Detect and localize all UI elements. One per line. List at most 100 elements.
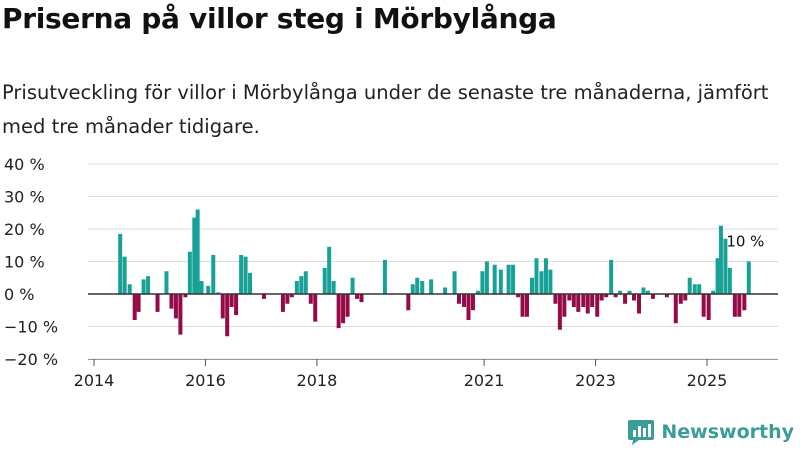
bar-positive [498,269,503,295]
bar-positive [692,284,697,294]
brand-logo: Newsworthy [627,418,794,446]
chart-subtitle: Prisutveckling för villor i Mörbylånga u… [2,81,769,138]
bar-negative [664,294,669,298]
bar-negative [470,294,475,311]
bar-positive [627,290,632,294]
x-tick-label: 2016 [185,371,226,390]
bar-positive [641,287,646,294]
y-tick-label: −20 % [4,350,58,369]
bar-negative [590,294,595,307]
bar-negative [604,294,609,298]
bar-negative [673,294,678,324]
bar-positive [192,217,197,295]
bar-negative [229,294,234,307]
bar-positive [539,271,544,294]
bar-positive [187,251,192,294]
bar-positive [248,272,253,295]
bar-positive [618,290,623,294]
bar-positive [294,281,299,294]
bar-positive [239,255,244,294]
bar-negative [520,294,525,317]
bar-positive [127,284,132,294]
y-tick-label: −10 % [4,318,58,337]
bar-negative [706,294,711,320]
bar-positive [718,225,723,294]
bar-negative [571,294,576,307]
bar-negative [183,294,188,298]
bar-positive [711,290,716,294]
latest-value-label: 10 % [726,233,764,251]
bar-negative [742,294,747,311]
bar-negative [585,294,590,314]
bar-positive [303,271,308,294]
bar-positive [410,284,415,294]
bar-positive [530,277,535,294]
bar-positive [243,256,248,295]
bar-negative [623,294,628,304]
bar-positive [697,284,702,294]
bar-positive [122,256,127,295]
y-tick-label: 20 % [4,220,45,239]
bar-negative [355,294,360,299]
bar-positive [475,290,480,294]
bar-negative [462,294,467,307]
bar-positive [609,259,614,295]
bar-positive [452,271,457,294]
bar-negative [737,294,742,317]
bar-negative [313,294,318,322]
bar-negative [732,294,737,317]
bar-positive [543,258,548,294]
bar-negative [557,294,562,330]
bar-negative [701,294,706,317]
bar-positive [141,279,146,295]
x-tick-label: 2023 [575,371,616,390]
bar-positive [415,277,420,294]
bar-positive [199,281,204,294]
bar-positive [746,261,751,294]
x-tick-label: 2025 [687,371,728,390]
bar-negative [516,294,521,298]
bar-positive [443,287,448,294]
bar-positive [548,269,553,295]
bar-negative [225,294,230,337]
bar-negative [234,294,239,316]
bar-positive [511,264,516,294]
y-tick-label: 10 % [4,253,45,272]
bar-negative [562,294,567,317]
bar-negative [345,294,350,317]
x-tick-label: 2014 [74,371,115,390]
bar-negative [576,294,581,312]
bar-positive [492,264,497,294]
bar-positive [687,277,692,294]
bar-negative [406,294,411,311]
y-tick-label: 40 % [4,155,45,174]
bar-negative [280,294,285,312]
bar-positive [484,261,489,294]
bar-negative [132,294,137,320]
bar-positive [715,258,720,294]
bar-positive [727,268,732,294]
chart-title: Priserna på villor steg i Mörbylånga [2,2,557,35]
newsworthy-logo-icon [628,420,655,445]
bar-positive [327,246,332,295]
bar-positive [506,264,511,294]
bar-negative [613,294,618,298]
bar-positive [534,258,539,294]
bar-negative [308,294,313,304]
bar-negative [553,294,558,304]
bar-positive [723,238,728,294]
bar-negative [567,294,572,301]
bar-positive [480,271,485,294]
bar-positive [331,281,336,294]
bar-positive [118,233,123,295]
bar-positive [216,292,221,295]
bar-negative [359,294,364,303]
bar-negative [595,294,600,317]
bar-positive [350,277,355,294]
bar-negative [155,294,160,312]
bar-negative [457,294,462,304]
bar-positive [164,271,169,294]
bar-negative [220,294,225,319]
y-tick-label: 0 % [4,285,34,304]
